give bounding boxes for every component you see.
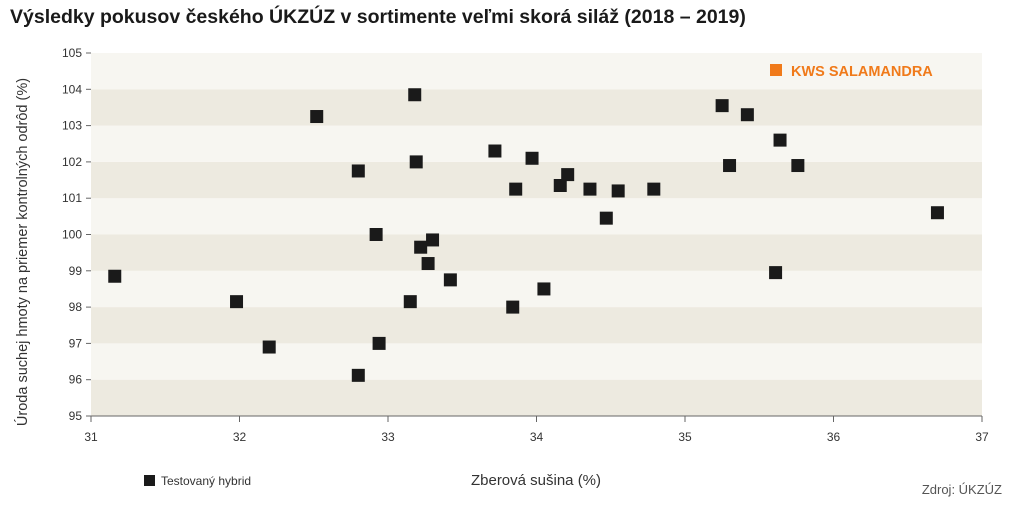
legend-marker xyxy=(144,475,155,486)
x-tick-label: 34 xyxy=(530,430,544,444)
data-point xyxy=(773,133,787,147)
x-axis-label: Zberová sušina (%) xyxy=(471,472,601,489)
data-point xyxy=(351,164,365,178)
data-point xyxy=(426,233,440,247)
y-tick-label: 99 xyxy=(69,264,83,278)
data-point xyxy=(351,368,365,382)
x-tick-label: 32 xyxy=(233,430,247,444)
source-note: Zdroj: ÚKZÚZ xyxy=(921,482,1002,497)
y-tick-label: 105 xyxy=(62,46,82,60)
data-point xyxy=(647,182,661,196)
data-point xyxy=(414,240,428,254)
x-tick-group: 31 32 33 34 35 36 37 xyxy=(84,416,989,444)
y-tick-group: 95 96 97 98 99 100 101 102 103 104 105 xyxy=(62,46,91,423)
data-points xyxy=(108,88,944,382)
y-tick-label: 100 xyxy=(62,228,82,242)
grid-band xyxy=(91,379,982,416)
grid-band xyxy=(91,161,982,199)
data-point xyxy=(230,295,244,309)
y-tick-label: 101 xyxy=(62,191,82,205)
grid-band xyxy=(91,198,982,235)
y-tick-label: 97 xyxy=(69,336,83,350)
data-point xyxy=(791,159,805,173)
x-tick-label: 36 xyxy=(827,430,841,444)
data-point xyxy=(509,182,523,196)
data-point xyxy=(408,88,422,102)
data-point xyxy=(262,340,276,354)
data-point xyxy=(506,300,520,314)
data-point xyxy=(930,206,944,220)
y-axis-label: Úroda suchej hmoty na priemer kontrolnýc… xyxy=(14,78,31,426)
data-point xyxy=(409,155,423,169)
data-point xyxy=(488,144,502,158)
data-point xyxy=(723,159,737,173)
grid-band xyxy=(91,53,982,90)
background-bands xyxy=(91,53,982,416)
data-point xyxy=(583,182,597,196)
y-tick-label: 102 xyxy=(62,155,82,169)
data-point xyxy=(561,168,575,182)
x-tick-label: 37 xyxy=(975,430,989,444)
x-tick-label: 31 xyxy=(84,430,98,444)
data-point xyxy=(553,178,567,192)
grid-band xyxy=(91,307,982,344)
y-tick-label: 104 xyxy=(62,82,82,96)
data-point xyxy=(769,266,783,280)
y-tick-label: 98 xyxy=(69,300,83,314)
grid-band xyxy=(91,343,982,380)
legend-label: Testovaný hybrid xyxy=(161,474,251,488)
grid-band xyxy=(91,270,982,308)
chart-title: Výsledky pokusov českého ÚKZÚZ v sortime… xyxy=(10,6,746,28)
y-tick-label: 96 xyxy=(69,373,83,387)
data-point xyxy=(403,295,417,309)
y-tick-label: 103 xyxy=(62,119,82,133)
highlight-label: KWS SALAMANDRA xyxy=(791,64,933,80)
grid-band xyxy=(91,89,982,126)
grid-band xyxy=(91,234,982,271)
data-point xyxy=(740,108,754,122)
data-point xyxy=(443,273,457,287)
y-tick-label: 95 xyxy=(69,409,83,423)
data-point xyxy=(525,151,539,165)
data-point xyxy=(310,110,324,124)
highlight-marker xyxy=(770,64,782,76)
data-point xyxy=(611,184,625,198)
data-point xyxy=(369,228,383,241)
data-point xyxy=(372,336,386,350)
data-point xyxy=(537,282,551,296)
data-point xyxy=(599,211,613,225)
data-point xyxy=(108,269,122,283)
x-tick-label: 33 xyxy=(381,430,395,444)
data-point xyxy=(715,99,729,113)
x-tick-label: 35 xyxy=(678,430,692,444)
data-point xyxy=(421,257,435,271)
